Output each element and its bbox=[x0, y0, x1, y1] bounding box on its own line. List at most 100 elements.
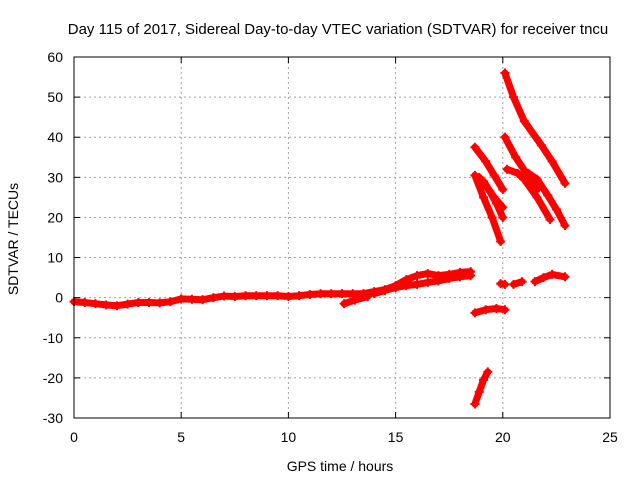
data-point bbox=[474, 387, 484, 397]
data-point bbox=[241, 291, 251, 301]
series-seg-l bbox=[509, 277, 527, 289]
series-arc-f bbox=[502, 164, 555, 224]
data-point bbox=[251, 291, 261, 301]
data-point bbox=[90, 299, 100, 309]
data-point bbox=[489, 170, 499, 180]
data-point bbox=[479, 176, 489, 186]
data-point bbox=[551, 204, 561, 214]
data-point bbox=[470, 399, 480, 409]
data-point bbox=[511, 152, 521, 162]
data-point bbox=[391, 283, 401, 293]
data-point bbox=[539, 273, 549, 283]
chart-title: Day 115 of 2017, Sidereal Day-to-day VTE… bbox=[68, 21, 609, 38]
data-point bbox=[412, 271, 422, 281]
data-point bbox=[536, 140, 546, 150]
series-line bbox=[471, 171, 505, 245]
grid-layer bbox=[74, 57, 610, 418]
series-line bbox=[370, 272, 475, 298]
series-line bbox=[501, 133, 541, 193]
data-point bbox=[305, 289, 315, 299]
x-tick-label: 0 bbox=[70, 429, 78, 445]
y-tick-label: -20 bbox=[43, 370, 63, 386]
plot-frame bbox=[73, 56, 611, 419]
data-point bbox=[380, 285, 390, 295]
data-point bbox=[491, 198, 501, 208]
data-point bbox=[498, 184, 508, 194]
series-baseline bbox=[69, 267, 476, 311]
y-tick-label: 50 bbox=[47, 89, 63, 105]
data-point bbox=[219, 291, 229, 301]
data-point bbox=[560, 220, 570, 230]
data-point bbox=[176, 294, 186, 304]
data-point bbox=[101, 300, 111, 310]
series-seg-k bbox=[496, 279, 510, 289]
data-point bbox=[80, 297, 90, 307]
x-axis-label: GPS time / hours bbox=[287, 458, 394, 474]
data-point bbox=[500, 132, 510, 142]
data-point bbox=[519, 174, 529, 184]
data-point bbox=[481, 156, 491, 166]
series-arc-h bbox=[524, 168, 570, 230]
data-point bbox=[230, 291, 240, 301]
data-layer bbox=[69, 68, 570, 409]
data-point bbox=[487, 212, 497, 222]
data-point bbox=[294, 291, 304, 301]
data-point bbox=[433, 276, 443, 286]
data-point bbox=[560, 272, 570, 282]
x-tick-label: 5 bbox=[177, 429, 185, 445]
data-point bbox=[519, 116, 529, 126]
tick-layer: 0 5 10 15 20 25 -30 -20 -10 0 10 20 30 40 50 60 bbox=[43, 49, 618, 445]
series-line bbox=[70, 268, 475, 310]
data-point bbox=[348, 289, 358, 299]
data-point bbox=[423, 277, 433, 287]
data-point bbox=[483, 367, 493, 377]
data-point bbox=[530, 277, 540, 287]
series-dip-13 bbox=[339, 291, 373, 309]
data-point bbox=[500, 279, 510, 289]
x-tick-label: 25 bbox=[602, 429, 618, 445]
data-point bbox=[485, 186, 495, 196]
data-point bbox=[498, 212, 508, 222]
data-point bbox=[466, 271, 476, 281]
series-arc-d bbox=[479, 176, 508, 222]
data-point bbox=[479, 192, 489, 202]
data-point bbox=[339, 299, 349, 309]
y-axis-label: SDTVAR / TECUs bbox=[5, 183, 21, 295]
data-point bbox=[470, 142, 480, 152]
data-point bbox=[547, 269, 557, 279]
series-line bbox=[480, 177, 507, 221]
y-tick-label: -10 bbox=[43, 330, 63, 346]
data-point bbox=[496, 237, 506, 247]
data-point bbox=[545, 214, 555, 224]
data-point bbox=[133, 297, 143, 307]
y-tick-label: 30 bbox=[47, 169, 63, 185]
data-point bbox=[208, 293, 218, 303]
data-point bbox=[326, 289, 336, 299]
x-tick-label: 20 bbox=[495, 429, 511, 445]
data-point bbox=[500, 305, 510, 315]
data-point bbox=[112, 301, 122, 311]
y-tick-label: 60 bbox=[47, 49, 63, 65]
data-point bbox=[532, 174, 542, 184]
data-point bbox=[198, 295, 208, 305]
data-point bbox=[500, 68, 510, 78]
data-point bbox=[524, 168, 534, 178]
data-point bbox=[165, 297, 175, 307]
data-point bbox=[350, 295, 360, 305]
data-point bbox=[412, 279, 422, 289]
data-point bbox=[517, 277, 527, 287]
data-point bbox=[123, 299, 133, 309]
y-tick-label: 20 bbox=[47, 209, 63, 225]
data-point bbox=[509, 92, 519, 102]
data-point bbox=[262, 291, 272, 301]
y-tick-label: 10 bbox=[47, 250, 63, 266]
y-tick-label: -30 bbox=[43, 410, 63, 426]
series-seg-j bbox=[470, 367, 493, 409]
data-point bbox=[479, 375, 489, 385]
data-point bbox=[401, 281, 411, 291]
data-point bbox=[474, 172, 484, 182]
data-point bbox=[273, 291, 283, 301]
data-point bbox=[547, 156, 557, 166]
data-point bbox=[513, 168, 523, 178]
